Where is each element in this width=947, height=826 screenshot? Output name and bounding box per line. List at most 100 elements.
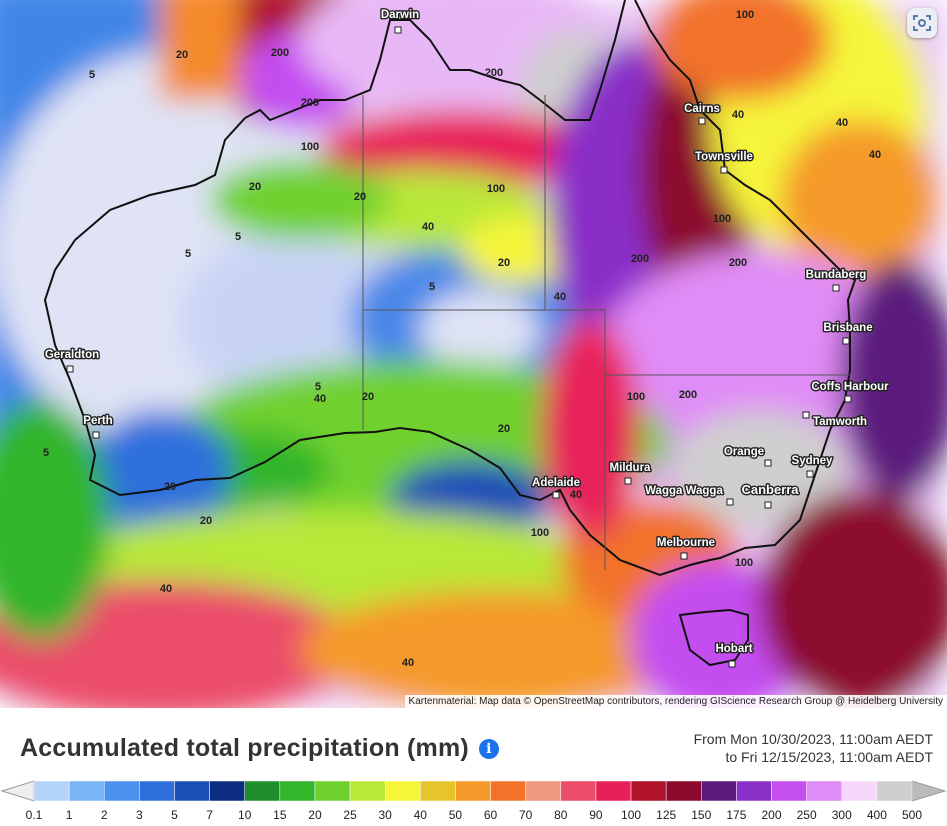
legend-swatch <box>209 780 245 802</box>
city-marker <box>726 498 734 506</box>
legend-tick-label: 7 <box>206 808 213 822</box>
contour-label: 20 <box>176 49 188 61</box>
city-markers: Darwin Cairns Townsville Bundaberg Brisbane C… <box>43 8 891 668</box>
camera-scan-icon <box>913 15 931 31</box>
legend-swatch <box>736 780 772 802</box>
contour-label: 20 <box>498 257 510 269</box>
city-marker <box>728 660 736 668</box>
city-marker <box>844 395 852 403</box>
legend-swatch <box>595 780 632 802</box>
contour-label: 20 <box>249 181 261 193</box>
contour-label: 20 <box>164 481 176 493</box>
city-label: Darwin <box>381 9 419 21</box>
contour-label: 20 <box>200 515 212 527</box>
legend-tick-label: 15 <box>273 808 287 822</box>
legend-swatch <box>490 780 526 802</box>
legend-swatch <box>630 780 667 802</box>
contour-labels: 1002002002002010051004040205201002005405… <box>43 9 881 669</box>
legend-tick-label: 40 <box>413 808 427 822</box>
city-label: Melbourne <box>657 537 715 549</box>
legend-swatch <box>314 780 351 802</box>
legend-swatch <box>68 780 105 802</box>
city-marker <box>624 477 632 485</box>
contour-label: 200 <box>679 389 697 401</box>
contour-label: 100 <box>487 183 505 195</box>
legend-swatch <box>665 780 702 802</box>
color-scale-legend: 0.1 1 2 3 5 7 10 15 20 25 30 40 50 60 70 80 90 100 125 150 1… <box>0 776 947 824</box>
city-marker <box>66 365 74 373</box>
info-icon[interactable]: i <box>478 739 499 759</box>
city-label: Coffs Harbour <box>811 381 889 393</box>
legend-tick-label: 200 <box>761 808 782 822</box>
legend-tick-label: 300 <box>831 808 852 822</box>
city-label: Perth <box>83 415 112 427</box>
legend-arrow-left <box>0 780 35 802</box>
legend-swatch <box>771 780 807 802</box>
contour-label: 20 <box>354 191 366 203</box>
contour-label: 40 <box>160 583 172 595</box>
contour-label: 100 <box>713 213 731 225</box>
legend-swatch <box>701 780 737 802</box>
contour-label: 40 <box>869 149 881 161</box>
contour-label: 5 <box>43 447 49 459</box>
legend-swatch <box>174 780 210 802</box>
city-label: Bundaberg <box>806 269 867 281</box>
city-label: Orange <box>724 446 764 458</box>
period-to: to Fri 12/15/2023, 11:00am AEDT <box>725 749 933 765</box>
city-label: Adelaide <box>532 477 580 489</box>
contour-label: 40 <box>570 489 582 501</box>
city-marker <box>802 411 810 419</box>
legend-swatch <box>841 780 878 802</box>
contour-label: 200 <box>485 67 503 79</box>
contour-label: 100 <box>736 9 754 21</box>
screenshot-button[interactable] <box>907 8 937 38</box>
legend-tick-label: 25 <box>343 808 357 822</box>
legend-tick-label: 500 <box>901 808 923 822</box>
city-label: Tamworth <box>813 416 867 428</box>
city-marker <box>764 501 772 509</box>
legend-swatch <box>455 780 491 802</box>
period-from: From Mon 10/30/2023, 11:00am AEDT <box>693 731 933 747</box>
legend-swatch <box>384 780 421 802</box>
legend-tick-label: 250 <box>796 808 817 822</box>
contour-label: 40 <box>554 291 566 303</box>
city-marker <box>394 26 402 34</box>
city-label: Wagga Wagga <box>645 485 723 497</box>
city-label: Cairns <box>684 103 720 115</box>
legend-swatch <box>33 780 70 802</box>
legend-arrow-right <box>911 780 947 802</box>
legend-tick-label: 2 <box>100 808 108 822</box>
legend-tick-label: 10 <box>238 808 252 822</box>
city-label: Hobart <box>715 643 752 655</box>
contour-label: 100 <box>627 391 645 403</box>
contour-label: 20 <box>362 391 374 403</box>
contour-label: 40 <box>836 117 848 129</box>
city-marker <box>832 284 840 292</box>
legend-tick-label: 3 <box>136 808 143 822</box>
contour-label: 5 <box>315 381 321 393</box>
city-marker <box>764 459 772 467</box>
legend-swatch <box>560 780 597 802</box>
legend-tick-label: 100 <box>621 808 642 822</box>
legend-footer: Accumulated total precipitation (mm) i Fr… <box>0 708 947 826</box>
city-marker <box>698 117 706 125</box>
precipitation-map[interactable]: 100 200 200 200 20 100 5 100 40 40 20 5 20 100 200 5 40 5… <box>0 0 947 708</box>
city-marker <box>842 337 850 345</box>
contour-label: 40 <box>422 221 434 233</box>
legend-tick-label: 80 <box>554 808 568 822</box>
city-marker <box>806 470 814 478</box>
legend-tick-label: 125 <box>656 808 677 822</box>
legend-swatch <box>244 780 281 802</box>
legend-swatch <box>806 780 843 802</box>
map-canvas: 1002002002002010051004040205201002005405… <box>0 0 947 708</box>
contour-label: 5 <box>429 281 435 293</box>
coastline <box>43 0 857 667</box>
legend-swatch <box>876 780 913 802</box>
map-attribution[interactable]: Kartenmaterial: Map data © OpenStreetMap… <box>404 695 947 708</box>
contour-label: 5 <box>185 248 191 260</box>
city-marker <box>552 491 560 499</box>
contour-label: 200 <box>631 253 649 265</box>
city-marker <box>720 166 728 174</box>
city-marker <box>680 552 688 560</box>
legend-tick-label: 90 <box>589 808 603 822</box>
